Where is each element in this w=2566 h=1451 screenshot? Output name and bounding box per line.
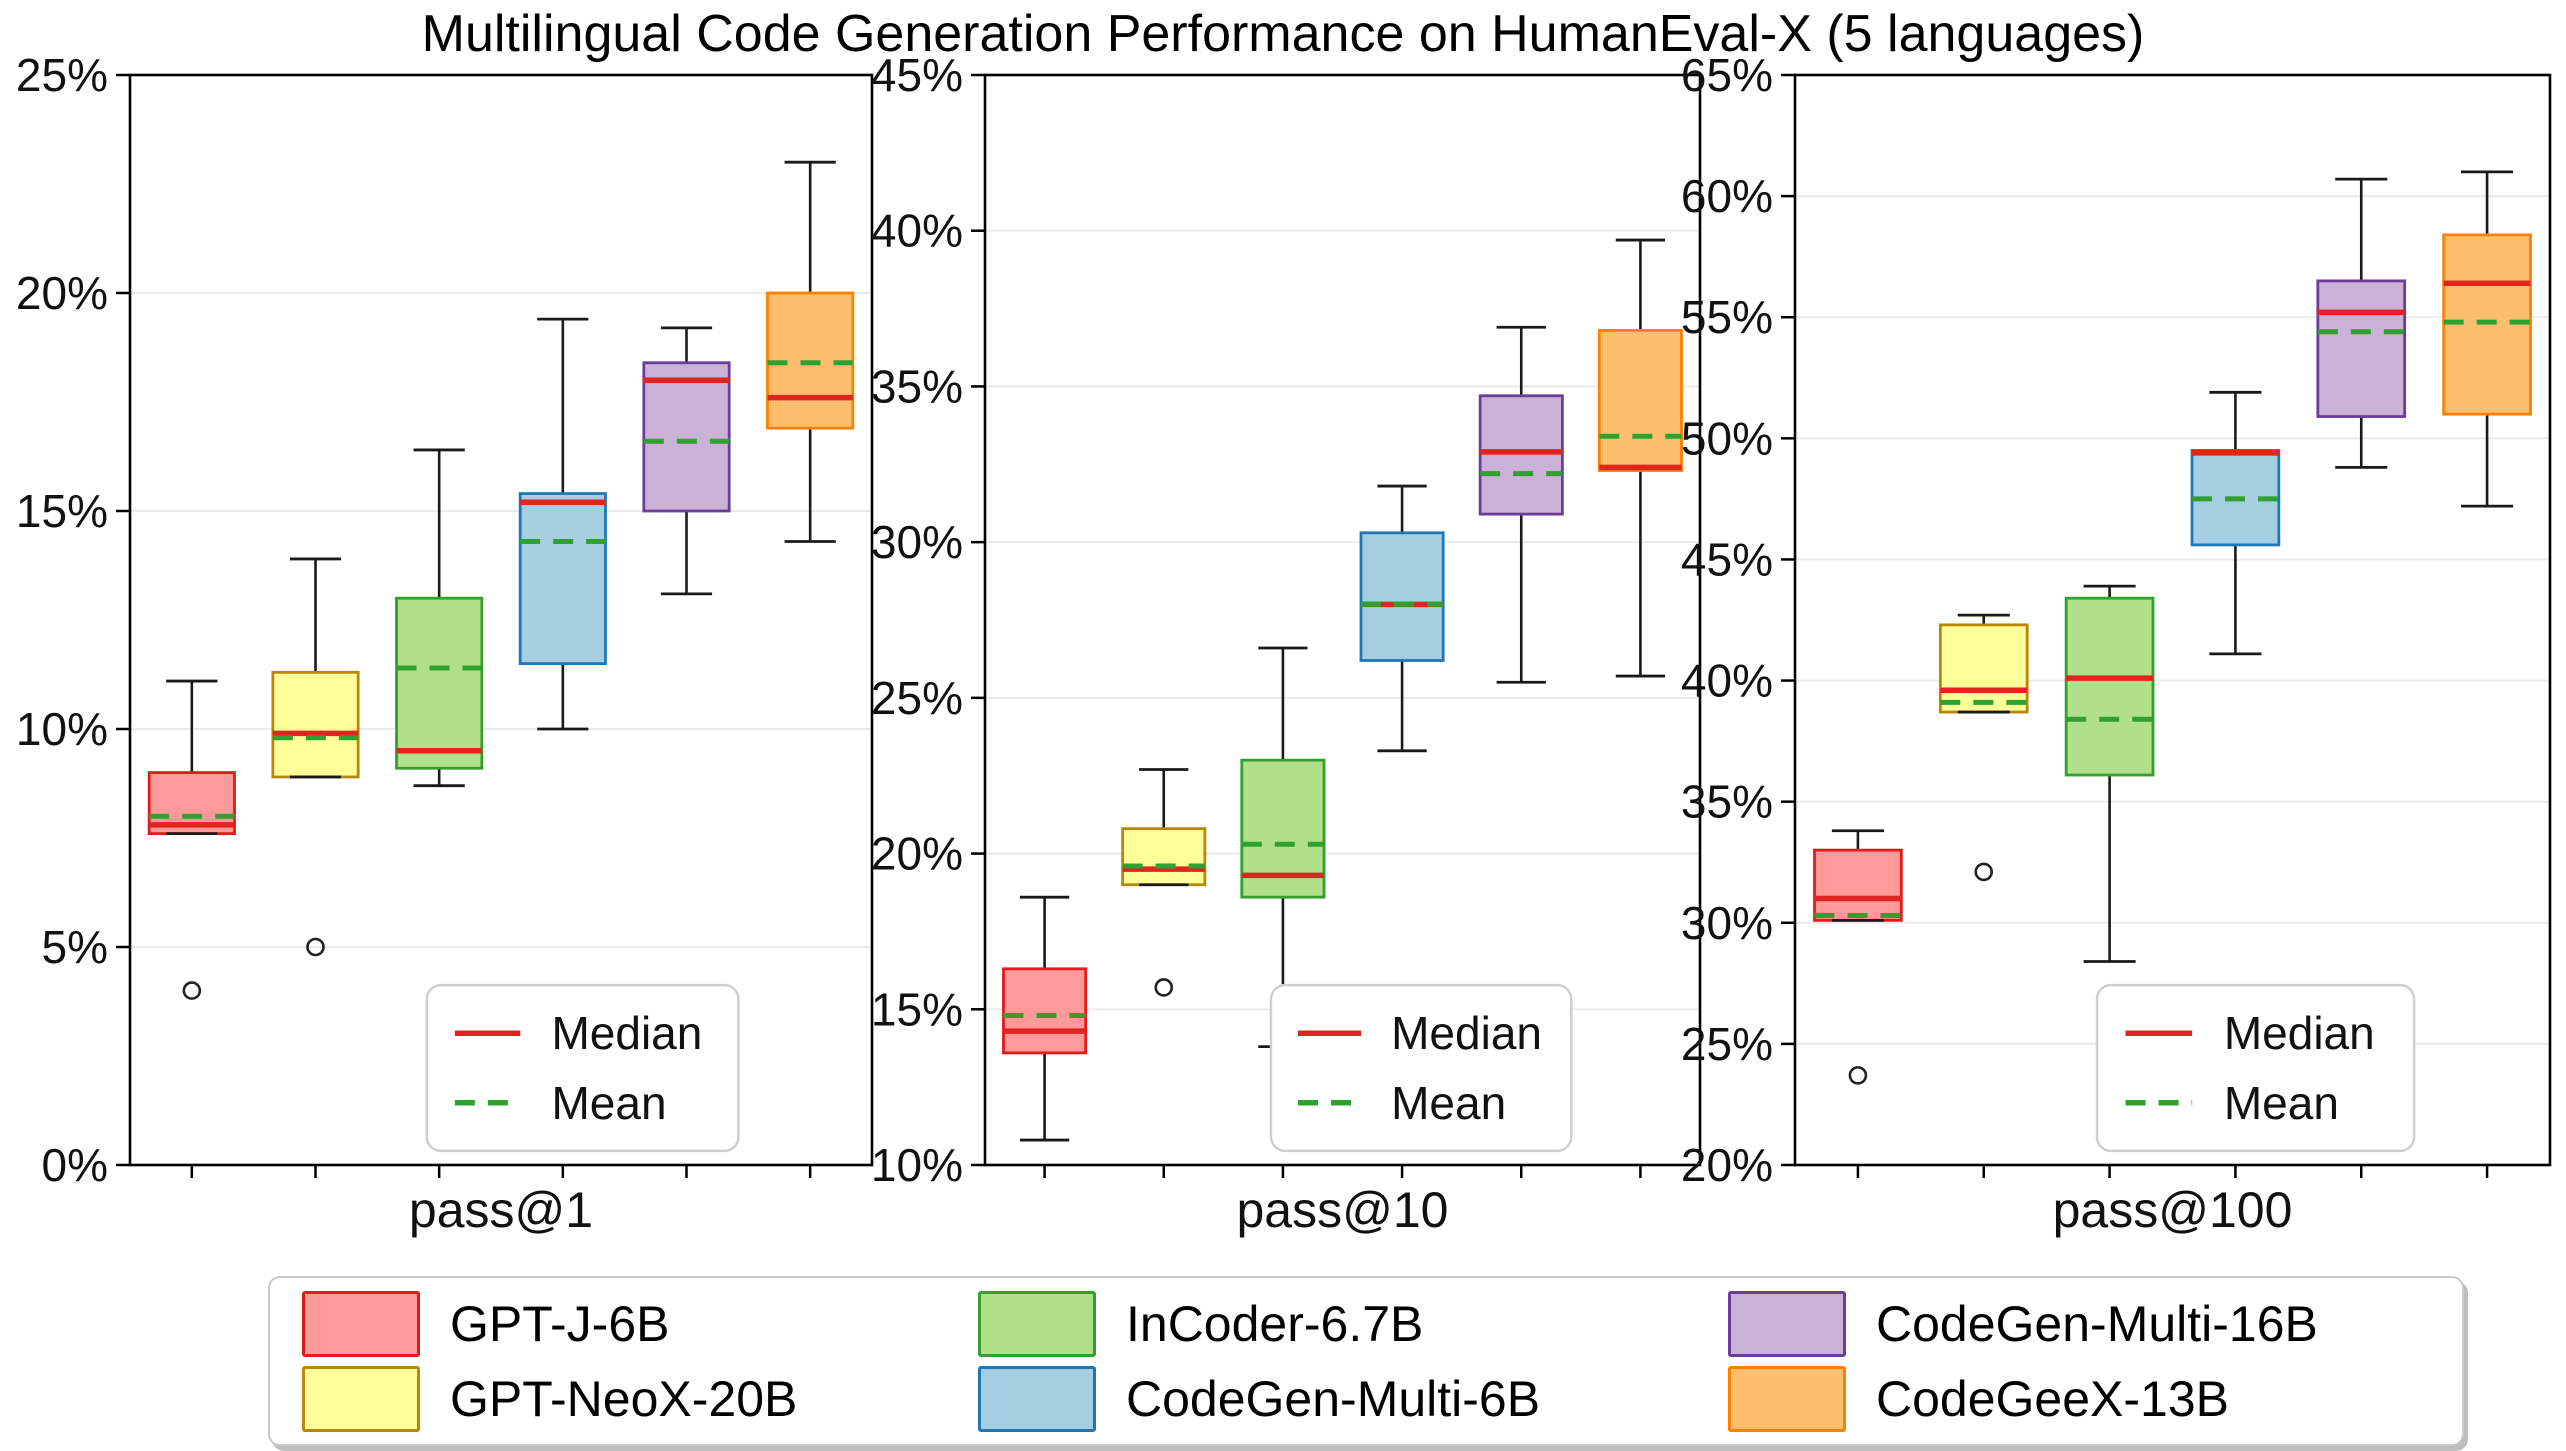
box-CodeGeeX-13B: [1597, 328, 1683, 472]
legend-label: GPT-J-6B: [450, 1295, 670, 1352]
y-tick-label: 20%: [16, 267, 108, 319]
panel-legend-median-label: Median: [551, 1007, 702, 1059]
y-tick-label: 30%: [1681, 897, 1773, 949]
y-tick-label: 30%: [871, 516, 963, 568]
legend-swatch-gpt-neox-20b: [302, 1365, 420, 1432]
x-axis-label-pass@10: pass@10: [1237, 1182, 1449, 1238]
y-tick-label: 5%: [42, 921, 108, 973]
box-CodeGen-Multi-16B: [1478, 394, 1564, 516]
panel-legend-box: [1269, 983, 1573, 1153]
legend-swatch-incoder-6-7b: [978, 1290, 1096, 1357]
y-tick-label: 10%: [16, 703, 108, 755]
legend-label: CodeGen-Multi-6B: [1126, 1370, 1541, 1427]
y-tick-label: 40%: [871, 205, 963, 257]
panel-spine: [128, 73, 874, 1167]
y-tick-label: 15%: [16, 485, 108, 537]
legend-label: CodeGen-Multi-16B: [1876, 1295, 2318, 1352]
legend-entry: CodeGeeX-13B: [1728, 1365, 2452, 1432]
chart-title: Multilingual Code Generation Performance…: [421, 5, 2145, 63]
box-GPT-J-6B: [1813, 848, 1903, 922]
panel-spine: [1793, 73, 2552, 1167]
panel-legend-mean-label: Mean: [1391, 1077, 1506, 1129]
y-tick-label: 15%: [871, 983, 963, 1035]
y-tick-label: 35%: [1681, 776, 1773, 828]
x-axis-label-pass@100: pass@100: [2053, 1182, 2293, 1238]
y-tick-label: 20%: [1681, 1139, 1773, 1191]
legend-entry: CodeGen-Multi-16B: [1728, 1290, 2452, 1357]
panel-legend-mean-label: Mean: [2224, 1077, 2339, 1129]
boxplot-canvas: 0% 5% 10% 15% 20% 25% pass@1 Median Mean 10% 15% 20…: [16, 49, 2552, 1238]
x-axis-label-pass@1: pass@1: [409, 1182, 593, 1238]
box-GPT-NeoX-20B: [1121, 827, 1207, 887]
y-tick-label: 10%: [871, 1139, 963, 1191]
y-tick-label: 45%: [871, 49, 963, 101]
box-CodeGen-Multi-16B: [2316, 279, 2407, 418]
legend-label: GPT-NeoX-20B: [450, 1370, 798, 1427]
box-GPT-NeoX-20B: [1938, 623, 2029, 714]
y-tick-label: 50%: [1681, 412, 1773, 464]
legend-entry: InCoder-6.7B: [978, 1290, 1728, 1357]
legend-entry: CodeGen-Multi-6B: [978, 1365, 1728, 1432]
legend-label: CodeGeeX-13B: [1876, 1370, 2230, 1427]
box-GPT-NeoX-20B: [271, 670, 360, 779]
y-tick-label: 25%: [16, 49, 108, 101]
y-tick-label: 25%: [871, 672, 963, 724]
y-tick-label: 40%: [1681, 655, 1773, 707]
panel-legend-box: [425, 983, 740, 1153]
box-InCoder-6.7B: [2064, 596, 2155, 777]
legend-swatch-codegen-multi-16b: [1728, 1290, 1846, 1357]
y-tick-label: 65%: [1681, 49, 1773, 101]
box-GPT-J-6B: [1002, 967, 1088, 1055]
y-tick-label: 35%: [871, 360, 963, 412]
outlier-point: [182, 981, 202, 1000]
y-tick-label: 20%: [871, 828, 963, 880]
outlier-point: [306, 937, 325, 957]
panel-legend-median-label: Median: [1391, 1007, 1542, 1059]
box-CodeGen-Multi-6B: [1359, 531, 1445, 662]
outlier-point: [1974, 862, 1994, 882]
box-CodeGen-Multi-6B: [518, 492, 607, 665]
panel-legend-median-label: Median: [2224, 1007, 2375, 1059]
panel-legend-box: [2095, 983, 2416, 1153]
panel-spine: [983, 73, 1702, 1167]
y-tick-label: 45%: [1681, 533, 1773, 585]
legend-swatch-gpt-j-6b: [302, 1290, 420, 1357]
legend-swatch-codegeex-13b: [1728, 1365, 1846, 1432]
model-legend: GPT-J-6B GPT-NeoX-20B InCoder-6.7B CodeG…: [268, 1276, 2464, 1446]
y-tick-label: 55%: [1681, 291, 1773, 343]
outlier-point: [1154, 978, 1174, 997]
y-tick-label: 60%: [1681, 170, 1773, 222]
panel-legend-mean-label: Mean: [551, 1077, 666, 1129]
legend-swatch-codegen-multi-6b: [978, 1365, 1096, 1432]
box-CodeGen-Multi-16B: [642, 361, 731, 513]
y-tick-label: 0%: [42, 1139, 108, 1191]
box-InCoder-6.7B: [395, 596, 484, 770]
legend-label: InCoder-6.7B: [1126, 1295, 1424, 1352]
legend-entry: GPT-NeoX-20B: [302, 1365, 978, 1432]
outlier-point: [1848, 1066, 1868, 1085]
y-tick-label: 25%: [1681, 1018, 1773, 1070]
legend-entry: GPT-J-6B: [302, 1290, 978, 1357]
